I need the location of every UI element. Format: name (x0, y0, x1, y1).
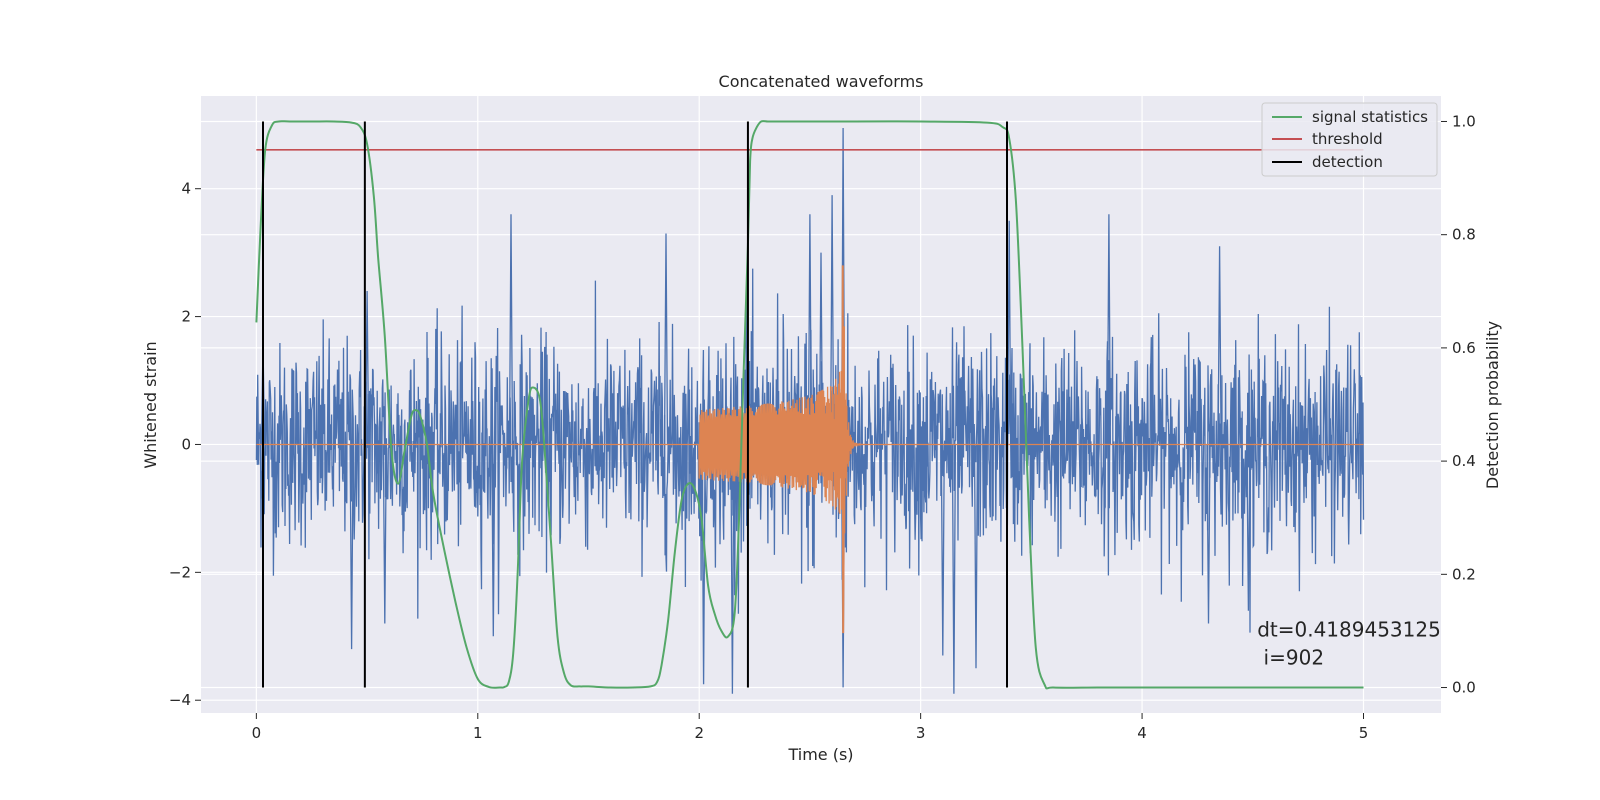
strain-peak (1217, 246, 1222, 445)
strain-peak (1007, 220, 1012, 445)
strain-peak (663, 233, 669, 445)
x-tick-label: 2 (694, 724, 704, 742)
y-tick-label: −2 (169, 563, 191, 581)
strain-peak (349, 444, 354, 650)
x-tick-label: 0 (252, 724, 262, 742)
legend-label-signal-statistics: signal statistics (1312, 108, 1428, 126)
legend: signal statistics threshold detection (1261, 102, 1438, 177)
strain-peak (1246, 444, 1251, 611)
x-tick-label: 1 (473, 724, 483, 742)
y2-tick-label: 0.8 (1452, 226, 1476, 244)
strain-peak (829, 195, 835, 445)
strain-peak (730, 444, 735, 694)
legend-box (1261, 102, 1438, 177)
y-tick-label: −4 (169, 691, 191, 709)
signal-statistics-line (255, 120, 1364, 690)
y2-axis-label: Detection probability (1483, 321, 1502, 489)
strain-peak (951, 444, 957, 694)
x-axis-label: Time (s) (787, 745, 853, 764)
chart-title: Concatenated waveforms (719, 72, 924, 91)
y2-tick-label: 0.0 (1452, 679, 1476, 697)
x-tick-label: 3 (916, 724, 926, 742)
strain-peak (364, 290, 370, 445)
template-line (256, 265, 1364, 634)
strain-peak (508, 214, 514, 445)
strain-peak (818, 252, 824, 445)
legend-label-threshold: threshold (1312, 130, 1383, 148)
strain-peak (1206, 444, 1211, 624)
x-tick-label: 4 (1137, 724, 1147, 742)
y-tick-label: 4 (181, 180, 191, 198)
y2-tick-label: 0.6 (1452, 339, 1476, 357)
annotation-dt: dt=0.4189453125 (1257, 617, 1441, 641)
y-tick-label: 0 (181, 435, 191, 453)
annotation-i: i=902 (1257, 645, 1324, 669)
strain-peak (1106, 214, 1112, 445)
legend-label-detection: detection (1312, 153, 1383, 171)
strain-peak (940, 444, 945, 656)
ticks: 0 1 2 3 4 5 −4 −2 0 2 4 0.0 0.2 0.4 0.6 0.8 1.0 (169, 112, 1476, 742)
strain-peak (382, 444, 387, 624)
y2-tick-label: 1.0 (1452, 112, 1476, 130)
strain-peak (973, 444, 979, 669)
y-tick-label: 2 (181, 308, 191, 326)
series-layer (255, 120, 1365, 694)
y-axis-label: Whitened strain (141, 341, 160, 468)
y2-tick-label: 0.2 (1452, 565, 1476, 583)
strain-peak (807, 214, 813, 445)
x-tick-label: 5 (1359, 724, 1369, 742)
y2-tick-label: 0.4 (1452, 452, 1476, 470)
strain-peak (491, 444, 496, 637)
